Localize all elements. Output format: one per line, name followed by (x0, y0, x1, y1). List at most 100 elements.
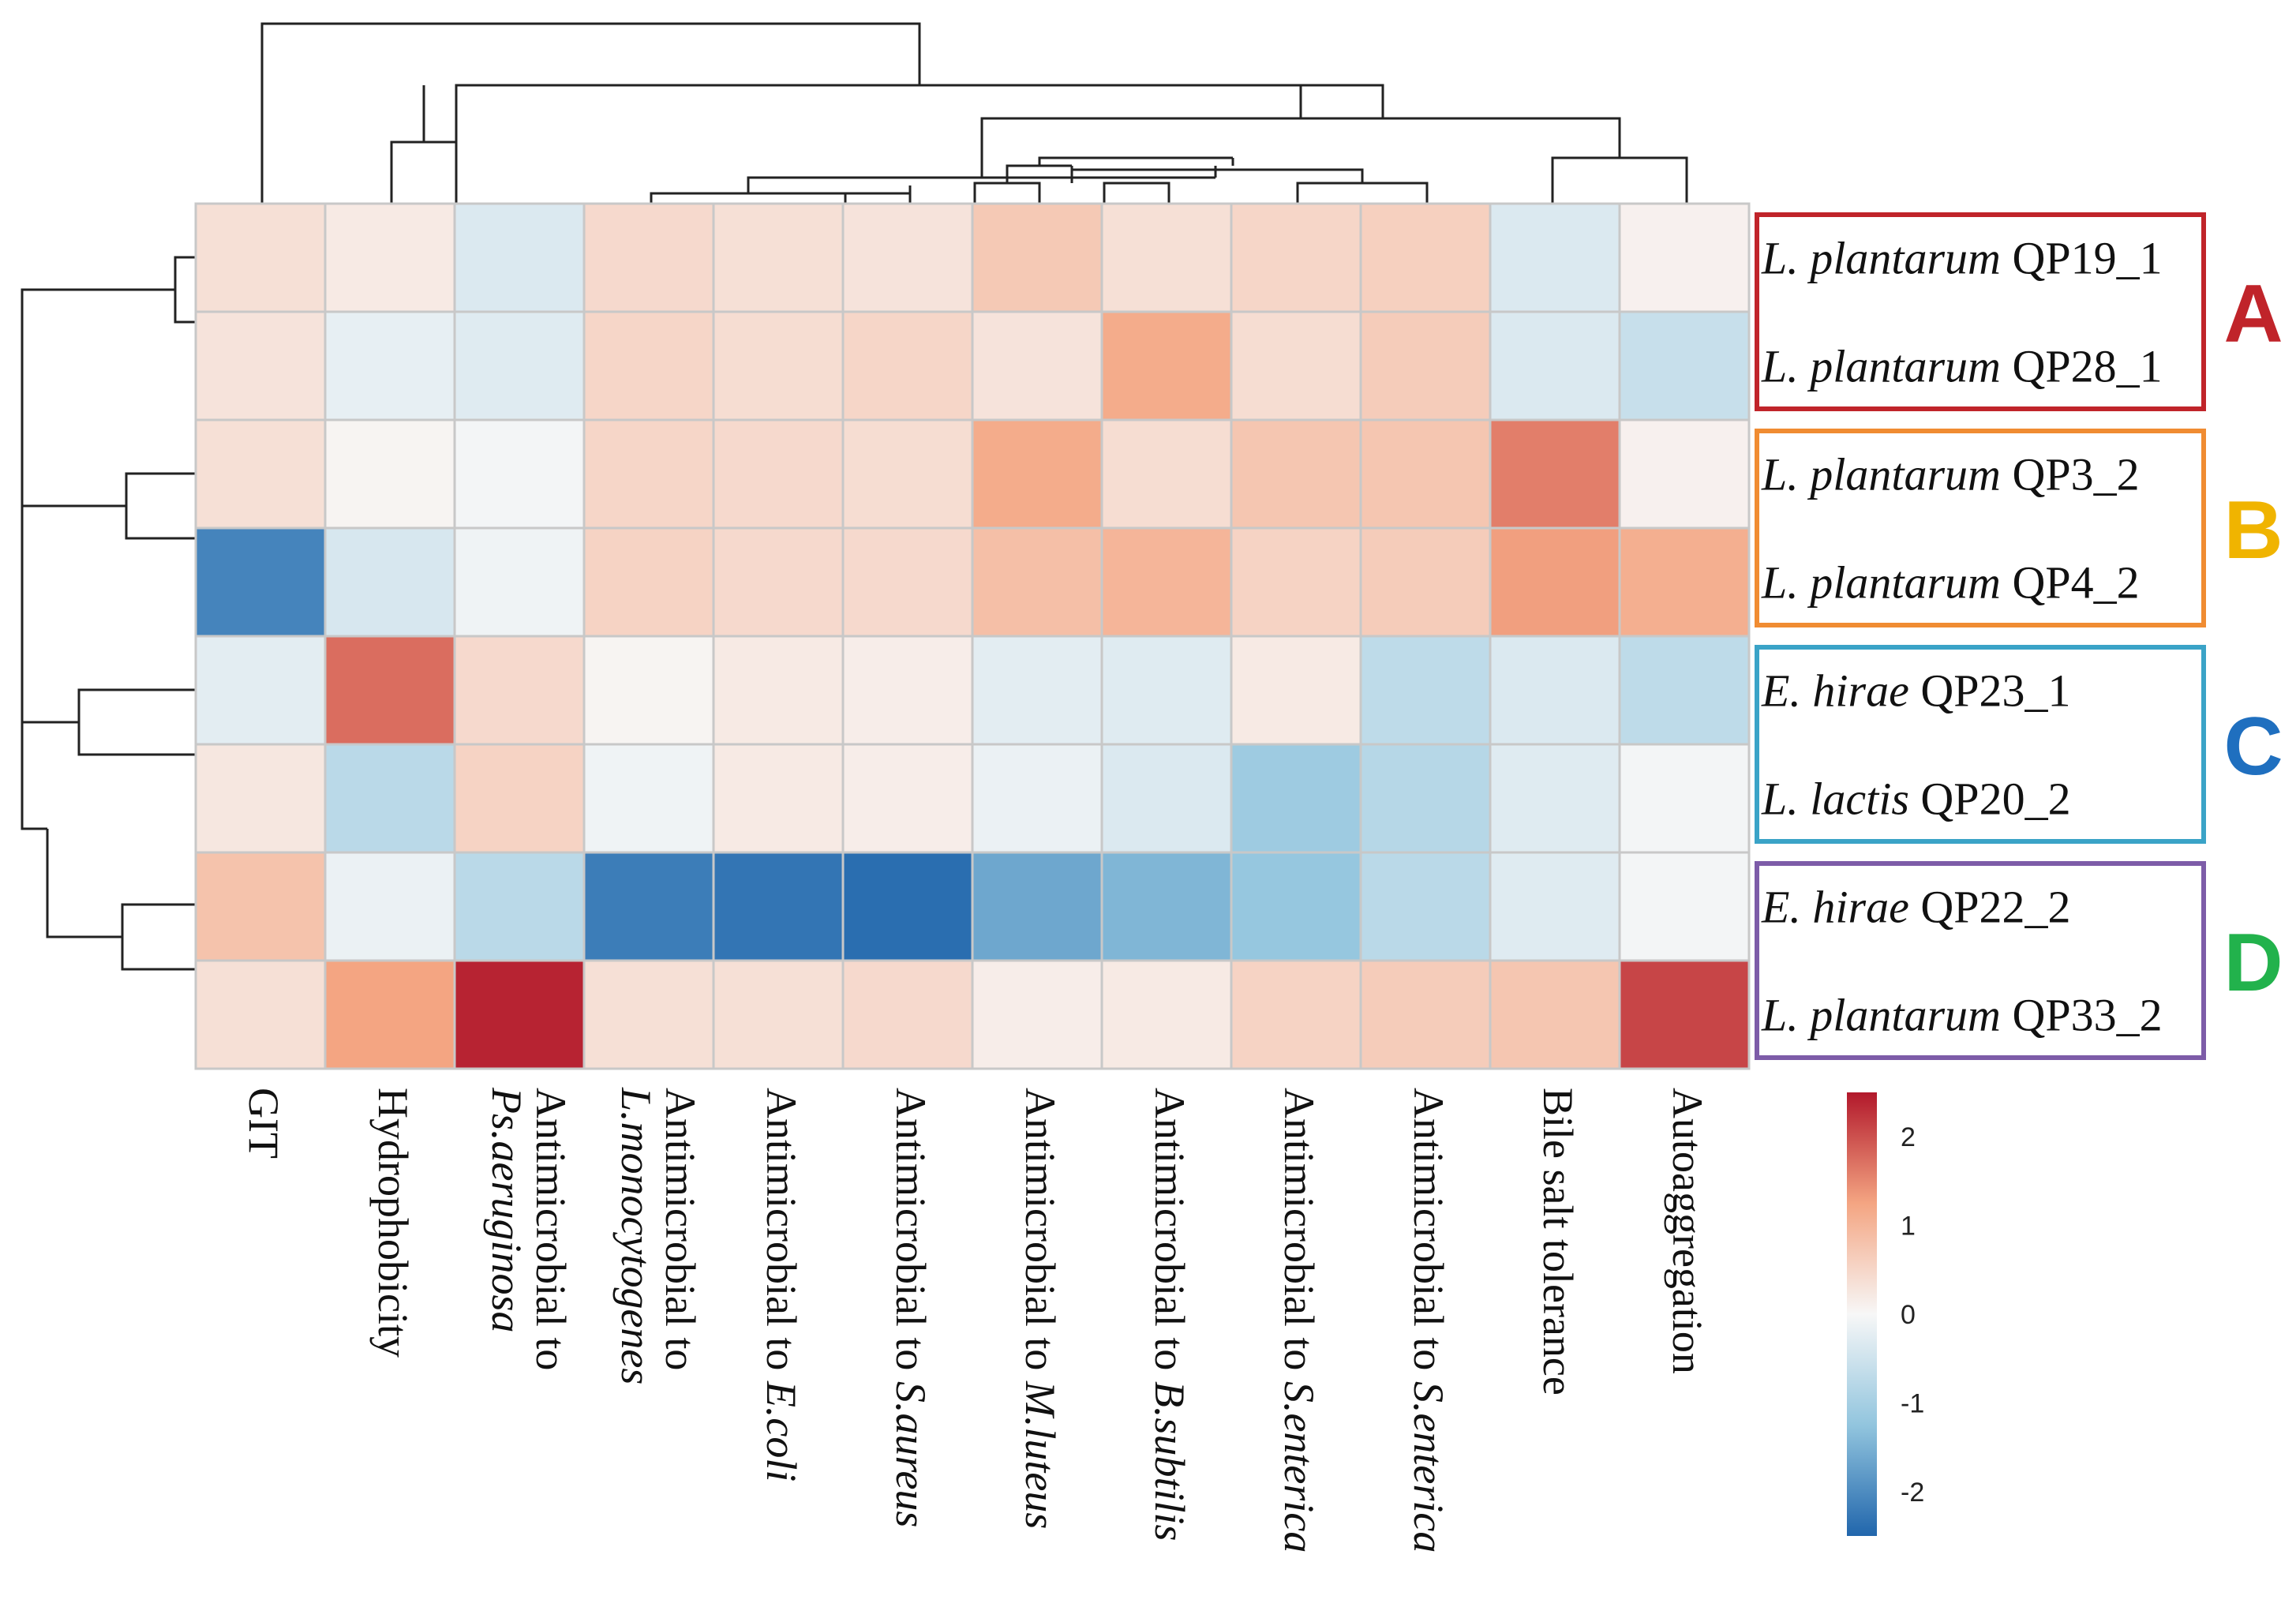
heatmap-cell (1489, 635, 1621, 746)
column-label: Antimicrobial to S.enterica (1275, 1088, 1323, 1553)
heatmap-cell (1359, 959, 1492, 1070)
heatmap-cell (971, 851, 1103, 962)
heatmap-cell (194, 959, 327, 1070)
column-labels: GIT Hydrophobicity Antimicrobial toPs.aeru… (240, 1087, 1711, 1553)
heatmap-cell (324, 743, 456, 854)
heatmap-cell (194, 526, 327, 638)
heatmap-cell (1100, 526, 1233, 638)
heatmap-cell (453, 526, 586, 638)
heatmap-cell (1489, 959, 1621, 1070)
heatmap-cell (971, 202, 1103, 313)
heatmap-cell (1230, 851, 1362, 962)
heatmap-cell (712, 851, 845, 962)
group-letter: B (2223, 485, 2283, 576)
heatmap-cell (324, 526, 456, 638)
column-label: GIT (240, 1088, 287, 1159)
heatmap-cell (324, 202, 456, 313)
heatmap-cell (582, 202, 715, 313)
heatmap-cell (1230, 526, 1362, 638)
heatmap-cell (1489, 418, 1621, 530)
heatmap-cell (324, 635, 456, 746)
heatmap-cell (194, 635, 327, 746)
heatmap-cell (1359, 202, 1492, 313)
heatmap-cell (582, 418, 715, 530)
heatmap-cell (841, 526, 974, 638)
heatmap-cell (1230, 202, 1362, 313)
heatmap-cell (1230, 310, 1362, 421)
heatmap-cell (194, 310, 327, 421)
group-letter: A (2223, 268, 2283, 360)
row-label: E. hirae QP23_1 (1761, 665, 2071, 717)
heatmap-cell (971, 635, 1103, 746)
heatmap-cell (582, 635, 715, 746)
color-legend: 2 1 0 -1 -2 (1847, 1092, 1924, 1536)
heatmap-cell (841, 743, 974, 854)
column-label: Antimicrobial to (657, 1088, 704, 1370)
heatmap-cell (1100, 202, 1233, 313)
group-box (1755, 645, 2206, 844)
column-label-organism: Ps.aeruginosa (483, 1087, 530, 1333)
group-box (1755, 212, 2206, 411)
heatmap-cell (582, 743, 715, 854)
row-label: E. hirae QP22_2 (1761, 882, 2071, 933)
heatmap-cell (841, 851, 974, 962)
heatmap-cell (324, 418, 456, 530)
column-label: Hydrophobicity (369, 1088, 417, 1358)
heatmap-cell (194, 418, 327, 530)
heatmap-cell (712, 959, 845, 1070)
heatmap-cell (1230, 635, 1362, 746)
heatmap-cell (194, 202, 327, 313)
column-label: Antimicrobial to (527, 1088, 575, 1370)
heatmap-cell (453, 851, 586, 962)
heatmap-cell (1489, 202, 1621, 313)
heatmap-cell (841, 310, 974, 421)
heatmap-cell (1489, 743, 1621, 854)
heatmap-cell (1359, 851, 1492, 962)
heatmap-cell (324, 851, 456, 962)
column-label: Autoaggregation (1664, 1088, 1711, 1374)
heatmap-cell (971, 743, 1103, 854)
row-label: L. plantarum QP4_2 (1761, 557, 2140, 609)
heatmap-cell (453, 959, 586, 1070)
heatmap-cell (453, 635, 586, 746)
column-label: Bile salt tolerance (1534, 1088, 1582, 1395)
column-dendrogram (260, 22, 1688, 204)
row-label: L. plantarum QP19_1 (1761, 233, 2163, 284)
heatmap-cell (712, 310, 845, 421)
heatmap-cell (194, 851, 327, 962)
heatmap-cell (1230, 959, 1362, 1070)
heatmap-cell (1100, 851, 1233, 962)
heatmap-cell (712, 743, 845, 854)
heatmap-cell (971, 418, 1103, 530)
group-brackets: A B C D (1755, 212, 2283, 1060)
heatmap-cell (1230, 418, 1362, 530)
heatmap-cell (324, 310, 456, 421)
group-box (1755, 861, 2206, 1060)
group-letter: D (2223, 917, 2283, 1009)
row-label: L. plantarum QP3_2 (1761, 449, 2140, 500)
heatmap-cell (1618, 310, 1751, 421)
color-legend-bar (1847, 1092, 1877, 1536)
row-label: L. plantarum QP28_1 (1761, 341, 2163, 392)
heatmap-cell (971, 310, 1103, 421)
heatmap-cell (712, 202, 845, 313)
heatmap-cell (194, 743, 327, 854)
legend-tick-label: -1 (1901, 1388, 1924, 1418)
heatmap-cell (1359, 635, 1492, 746)
row-dendrogram (21, 256, 196, 971)
heatmap-cell (1100, 635, 1233, 746)
legend-tick-label: -2 (1901, 1478, 1924, 1508)
legend-tick-label: 0 (1901, 1300, 1916, 1330)
heatmap-cell (582, 851, 715, 962)
heatmap-cell (453, 418, 586, 530)
heatmap-cell (841, 635, 974, 746)
heatmap-cell (1618, 526, 1751, 638)
heatmap-cell (1618, 959, 1751, 1070)
heatmap-cell (1359, 310, 1492, 421)
column-label-organism: L.monocytogenes (612, 1087, 660, 1384)
legend-tick-label: 2 (1901, 1122, 1916, 1152)
heatmap-cell (1100, 743, 1233, 854)
column-label: Antimicrobial to S.aureus (887, 1088, 935, 1527)
heatmap-cell (971, 526, 1103, 638)
